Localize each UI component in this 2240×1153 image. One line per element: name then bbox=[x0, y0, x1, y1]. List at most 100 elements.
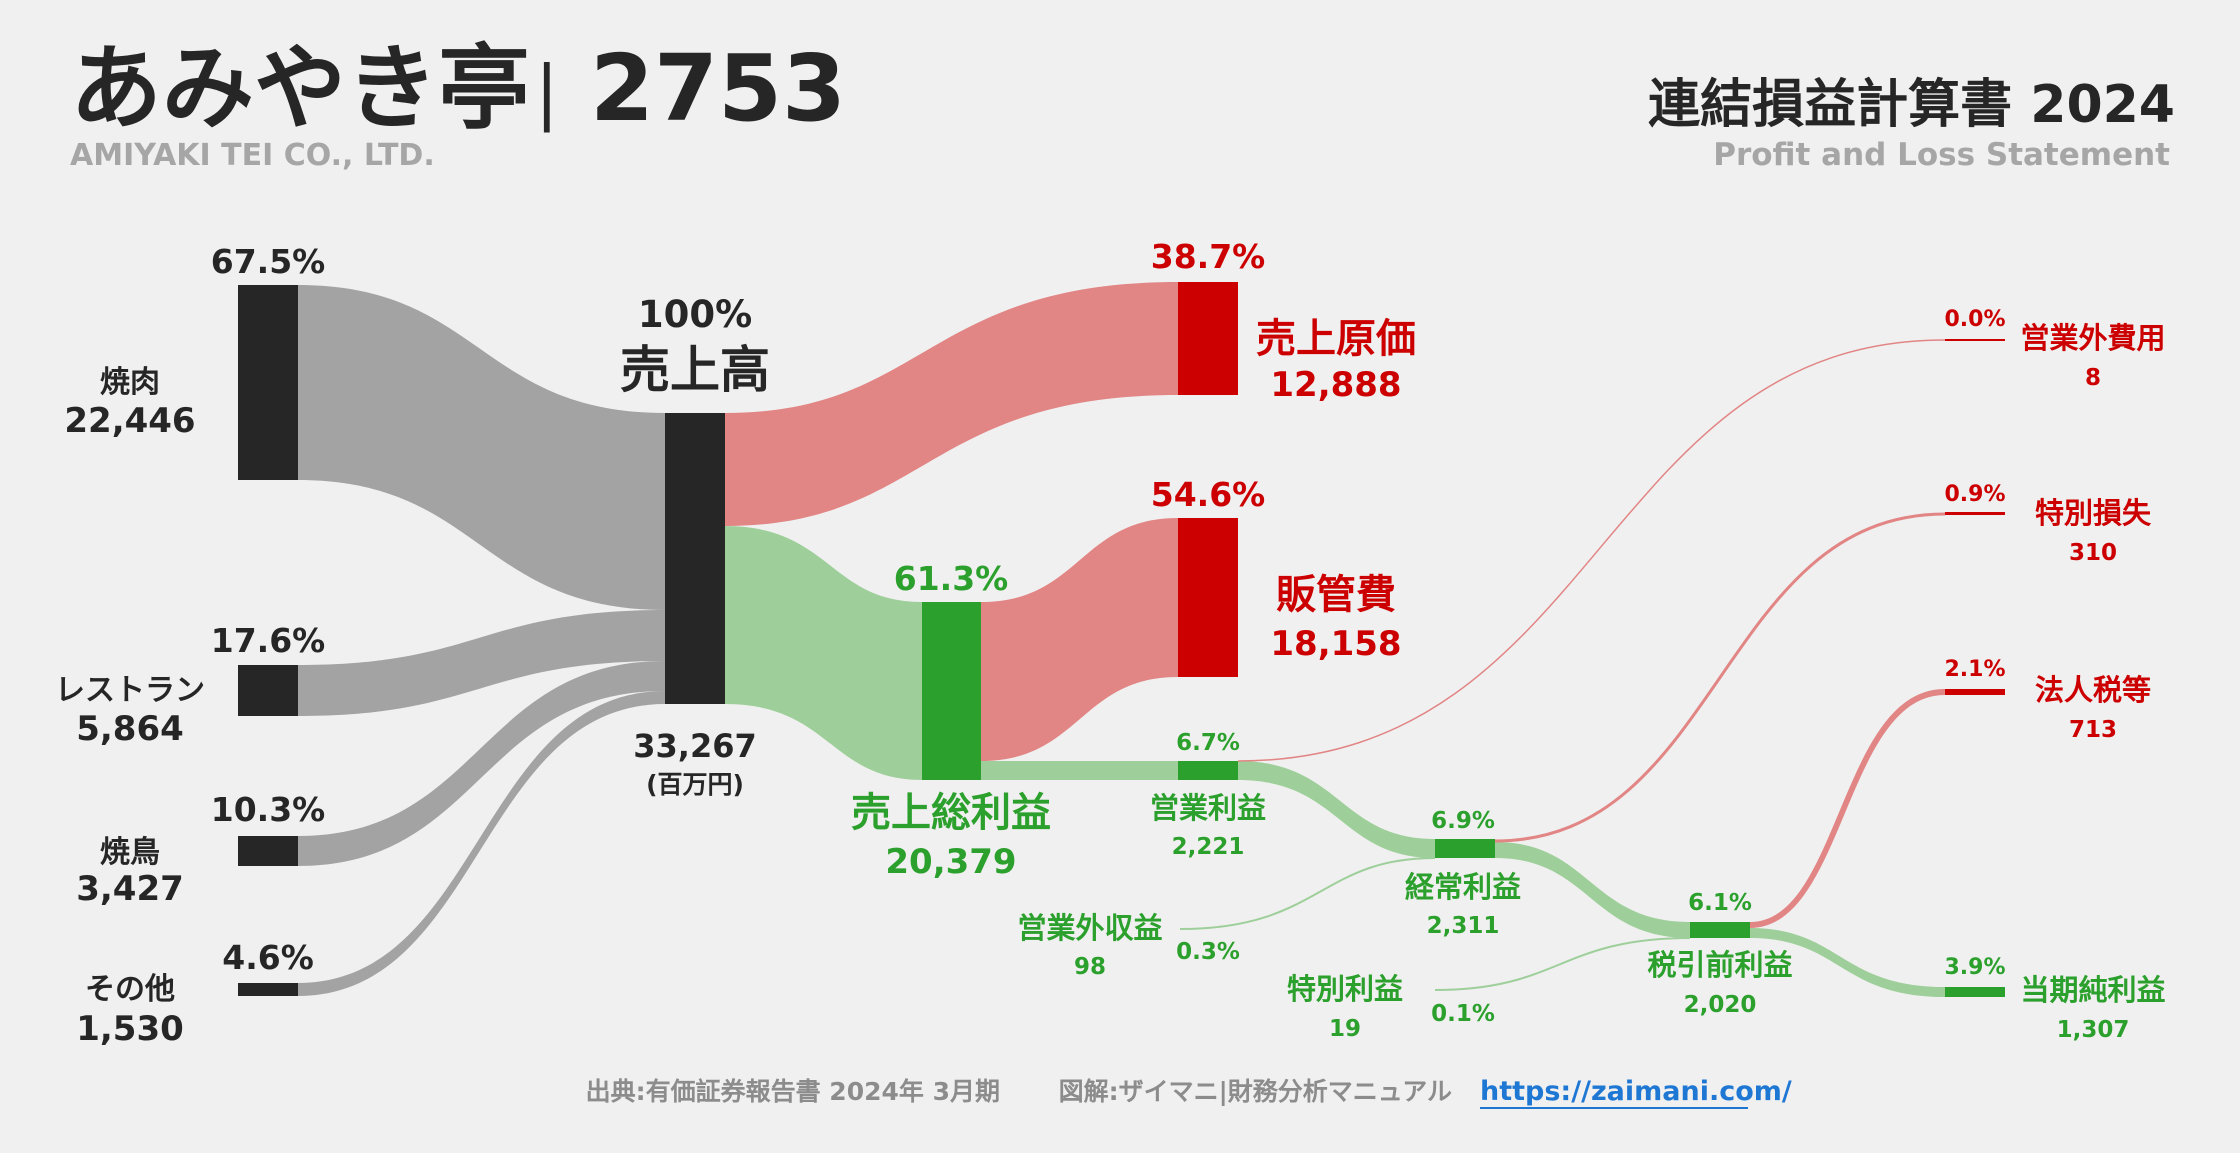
pretax-income-name: 税引前利益 bbox=[1647, 948, 1792, 982]
cost-of-sales-name: 売上原価 bbox=[1256, 316, 1416, 362]
extraordinary-income-name: 特別利益 bbox=[1287, 972, 1403, 1006]
company-name-en: AMIYAKI TEI CO., LTD. bbox=[70, 138, 435, 173]
source-note: 出典:有価証券報告書 2024年 3月期 bbox=[586, 1077, 1000, 1106]
non-operating-income-value: 98 bbox=[1074, 954, 1106, 980]
node-extraordinary-losses bbox=[1945, 512, 2005, 515]
restaurant-pct: 17.6% bbox=[211, 621, 326, 660]
restaurant-name: レストラン bbox=[55, 673, 205, 708]
non-operating-expenses-name: 営業外費用 bbox=[2020, 321, 2165, 355]
non-operating-expenses-value: 8 bbox=[2085, 365, 2101, 391]
node-restaurant bbox=[238, 665, 298, 716]
header: あみやき亭 | 2753 AMIYAKI TEI CO., LTD. 連結損益計… bbox=[70, 35, 2175, 173]
yakiniku-value: 22,446 bbox=[64, 401, 195, 441]
node-pretax-income bbox=[1690, 922, 1750, 938]
flow-yakiniku bbox=[298, 285, 665, 610]
labels: 67.5% 焼肉 22,446 17.6% レストラン 5,864 10.3% … bbox=[55, 237, 2166, 1049]
site-link-text[interactable]: https://zaimani.com/ bbox=[1480, 1076, 1792, 1107]
income-taxes-pct: 2.1% bbox=[1944, 657, 2005, 682]
ticker-code: 2753 bbox=[590, 35, 846, 142]
node-operating-income bbox=[1178, 761, 1238, 780]
flow-cost-of-sales bbox=[725, 282, 1178, 526]
flow-non-operating-expenses bbox=[1237, 339, 1946, 762]
operating-income-value: 2,221 bbox=[1172, 834, 1245, 860]
node-yakiniku bbox=[238, 285, 298, 480]
yakiniku-pct: 67.5% bbox=[211, 242, 326, 281]
net-income-value: 1,307 bbox=[2057, 1017, 2130, 1043]
credit-note: 図解:ザイマニ|財務分析マニュアル bbox=[1059, 1077, 1452, 1106]
cost-of-sales-value: 12,888 bbox=[1270, 365, 1401, 405]
node-sga bbox=[1178, 518, 1238, 677]
flow-extraordinary-income bbox=[1434, 937, 1691, 991]
extraordinary-income-pct: 0.1% bbox=[1431, 1001, 1495, 1027]
net-income-name: 当期純利益 bbox=[2020, 973, 2165, 1007]
non-operating-income-name: 営業外収益 bbox=[1017, 911, 1162, 945]
other-value: 1,530 bbox=[76, 1009, 184, 1049]
pretax-income-value: 2,020 bbox=[1684, 992, 1757, 1018]
flow-non-operating-income bbox=[1179, 857, 1436, 930]
flow-extraordinary-losses bbox=[1494, 512, 1946, 843]
non-operating-expenses-pct: 0.0% bbox=[1944, 307, 2005, 332]
gross-profit-value: 20,379 bbox=[885, 842, 1016, 882]
sga-name: 販管費 bbox=[1276, 572, 1396, 618]
sga-pct: 54.6% bbox=[1151, 475, 1266, 514]
node-yakitori bbox=[238, 836, 298, 866]
extraordinary-losses-pct: 0.9% bbox=[1944, 482, 2005, 507]
extraordinary-losses-name: 特別損失 bbox=[2035, 496, 2152, 530]
operating-income-name: 営業利益 bbox=[1150, 791, 1266, 825]
other-pct: 4.6% bbox=[222, 938, 314, 977]
extraordinary-income-value: 19 bbox=[1329, 1016, 1361, 1042]
flow-sga bbox=[981, 518, 1178, 761]
company-name: あみやき亭 bbox=[70, 35, 530, 142]
title-separator: | bbox=[535, 51, 559, 133]
footer: 出典:有価証券報告書 2024年 3月期 図解:ザイマニ|財務分析マニュアル h… bbox=[586, 1076, 1792, 1109]
flow-operating-income bbox=[981, 761, 1178, 780]
gross-profit-pct: 61.3% bbox=[894, 559, 1009, 598]
revenue-name: 売上高 bbox=[620, 341, 770, 399]
non-operating-income-pct: 0.3% bbox=[1176, 939, 1240, 965]
yakitori-name: 焼鳥 bbox=[100, 835, 160, 870]
pretax-income-pct: 6.1% bbox=[1688, 890, 1752, 916]
income-taxes-name: 法人税等 bbox=[2035, 673, 2151, 707]
flow-restaurant bbox=[298, 610, 665, 716]
yakiniku-name: 焼肉 bbox=[100, 365, 160, 400]
other-name: その他 bbox=[85, 972, 175, 1007]
revenue-unit: (百万円) bbox=[646, 770, 744, 799]
flow-income-taxes bbox=[1750, 689, 1945, 928]
ordinary-income-pct: 6.9% bbox=[1431, 808, 1495, 834]
flow-yakitori bbox=[298, 661, 665, 866]
income-taxes-value: 713 bbox=[2069, 717, 2117, 743]
site-link[interactable]: https://zaimani.com/ bbox=[1480, 1076, 1792, 1107]
node-revenue bbox=[665, 413, 725, 704]
nodes bbox=[238, 282, 2005, 997]
cost-of-sales-pct: 38.7% bbox=[1151, 237, 1266, 276]
node-cost-of-sales bbox=[1178, 282, 1238, 395]
ordinary-income-value: 2,311 bbox=[1427, 913, 1500, 939]
gross-profit-name: 売上総利益 bbox=[851, 790, 1051, 836]
flow-ordinary-income bbox=[1238, 761, 1435, 858]
node-gross-profit bbox=[922, 602, 981, 780]
flow-pretax-income bbox=[1495, 842, 1690, 938]
node-income-taxes bbox=[1945, 689, 2005, 695]
node-net-income bbox=[1945, 987, 2005, 997]
restaurant-value: 5,864 bbox=[76, 709, 184, 749]
extraordinary-losses-value: 310 bbox=[2069, 540, 2117, 566]
site-link-underline bbox=[1480, 1107, 1748, 1109]
yakitori-value: 3,427 bbox=[76, 869, 184, 909]
flow-net-income bbox=[1750, 928, 1945, 997]
node-non-operating-expenses bbox=[1945, 339, 2005, 341]
revenue-pct: 100% bbox=[638, 293, 752, 336]
net-income-pct: 3.9% bbox=[1944, 955, 2005, 980]
statement-title-en: Profit and Loss Statement bbox=[1713, 137, 2170, 173]
yakitori-pct: 10.3% bbox=[211, 790, 326, 829]
revenue-value: 33,267 bbox=[633, 727, 756, 765]
flow-other bbox=[298, 691, 665, 996]
ordinary-income-name: 経常利益 bbox=[1405, 870, 1521, 904]
flows bbox=[298, 282, 1946, 997]
sga-value: 18,158 bbox=[1270, 624, 1401, 664]
operating-income-pct: 6.7% bbox=[1176, 730, 1240, 756]
node-other bbox=[238, 983, 298, 996]
statement-title: 連結損益計算書 2024 bbox=[1648, 75, 2175, 135]
flow-gross-profit bbox=[725, 526, 922, 780]
node-ordinary-income bbox=[1435, 839, 1495, 858]
